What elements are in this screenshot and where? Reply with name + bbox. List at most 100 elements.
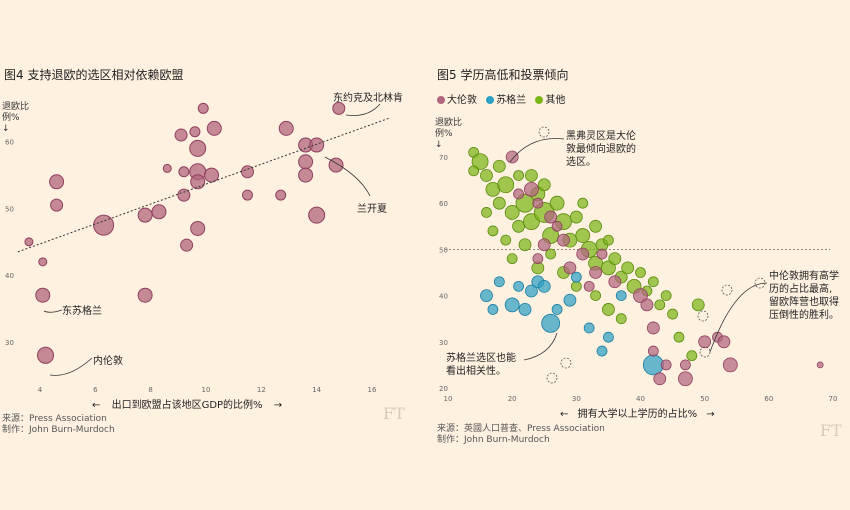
annot-east-yorkshire: 东约克及北林肯	[333, 93, 403, 104]
left-annot-pointer	[43, 309, 63, 313]
other-bubble	[608, 252, 622, 266]
london-bubble	[513, 188, 524, 200]
annot-havering-line3: 选区。	[566, 157, 596, 168]
london-bubble	[537, 238, 551, 252]
left-bubble	[328, 157, 344, 173]
right-x-arrow-left: ←	[560, 409, 569, 420]
right-chart-title: 图5 学历高低和投票倾向	[437, 68, 569, 82]
left-bubble	[137, 207, 153, 223]
london-bubble	[532, 197, 544, 209]
right-credit: 制作：John Burn-Murdoch	[437, 435, 550, 445]
other-bubble	[492, 159, 506, 173]
other-bubble	[525, 169, 538, 182]
annot-central-london-line1: 中伦敦拥有高学	[769, 271, 839, 282]
other-bubble	[518, 238, 532, 252]
other-bubble	[601, 260, 616, 276]
scotland-bubble	[504, 297, 520, 313]
left-bubble	[93, 214, 115, 236]
left-annot-pointer	[345, 103, 381, 116]
right-y-tick-label: 30	[439, 339, 448, 347]
left-bubble	[309, 137, 325, 153]
scotland-bubble	[493, 276, 505, 288]
left-y-tick-label: 30	[5, 339, 14, 347]
other-bubble	[673, 331, 685, 343]
other-bubble	[570, 280, 582, 292]
other-bubble	[589, 219, 602, 233]
london-bubble	[608, 275, 622, 289]
london-bubble	[653, 372, 667, 386]
left-y-label-line2: 例%	[2, 113, 20, 123]
left-credit: 制作：John Burn-Murdoch	[2, 425, 115, 435]
scotland-bubble	[615, 290, 627, 302]
annot-lancashire: 兰开夏	[357, 204, 387, 215]
other-bubble	[549, 195, 565, 211]
right-x-axis-label: ← 拥有大学以上学历的占比% →	[560, 405, 715, 420]
left-bubble	[308, 206, 326, 224]
right-annot-pointer	[523, 332, 558, 361]
legend-london-swatch	[437, 96, 445, 104]
left-bubble	[49, 174, 65, 190]
left-bubble	[24, 237, 34, 247]
london-bubble	[647, 345, 659, 357]
london-bubble	[596, 248, 608, 260]
dashed-highlight-ring	[560, 357, 572, 369]
right-y-tick-label: 70	[439, 154, 448, 162]
right-x-tick-label: 60	[764, 395, 773, 403]
dashed-highlight-ring	[721, 284, 733, 296]
right-y-tick-label: 60	[439, 200, 448, 208]
other-bubble	[480, 169, 493, 182]
scotland-bubble	[603, 331, 614, 343]
right-x-label-text: 拥有大学以上学历的占比%	[577, 409, 698, 420]
scotland-bubble	[513, 280, 524, 292]
right-annot-pointer	[509, 138, 565, 163]
other-bubble	[512, 219, 525, 233]
london-bubble	[698, 335, 712, 349]
london-bubble	[678, 371, 693, 387]
london-bubble	[563, 261, 577, 275]
other-bubble	[603, 234, 614, 246]
left-bubble	[151, 204, 167, 220]
other-bubble	[481, 207, 492, 218]
right-x-tick-label: 10	[444, 395, 453, 403]
london-bubble	[680, 359, 691, 371]
other-bubble	[577, 197, 589, 209]
right-legend: 大伦敦 苏格兰 其他	[437, 91, 571, 106]
london-bubble	[722, 357, 738, 373]
other-bubble	[569, 210, 583, 224]
left-x-tick-label: 4	[38, 386, 43, 394]
left-x-tick-label: 12	[257, 386, 266, 394]
left-bubble	[137, 287, 153, 303]
scotland-bubble	[541, 313, 561, 333]
annot-havering-line2: 敦最倾向退欧的	[566, 144, 636, 155]
annot-scotland: 苏格兰选区也能 看出相关性。	[446, 352, 516, 378]
london-bubble	[551, 220, 563, 232]
left-trendline	[17, 117, 389, 253]
left-bubble	[190, 174, 206, 190]
left-y-tick-label: 60	[5, 139, 14, 147]
right-x-arrow-right: →	[706, 409, 715, 420]
annot-central-london-line2: 历的占比最高,	[769, 284, 833, 295]
annot-central-london-line4: 压倒性的胜利。	[769, 310, 839, 321]
left-y-label-line1: 退欧比	[2, 102, 30, 112]
left-source: 来源：Press Association	[2, 414, 107, 424]
other-bubble	[471, 153, 489, 171]
other-bubble	[506, 253, 518, 265]
annot-scotland-line1: 苏格兰选区也能	[446, 353, 516, 364]
left-chart-title: 图4 支持退欧的选区相对依赖欧盟	[4, 68, 184, 82]
annot-east-scotland: 东苏格兰	[62, 306, 102, 317]
right-y-label-line1: 退欧比	[435, 118, 463, 128]
left-x-tick-label: 6	[93, 386, 98, 394]
london-bubble	[633, 288, 648, 304]
right-y-label-line2: 例%	[435, 129, 453, 139]
london-bubble	[524, 181, 539, 197]
other-bubble	[590, 290, 601, 302]
right-x-tick-label: 30	[572, 395, 581, 403]
annot-havering: 黑弗灵区是大伦 敦最倾向退欧的 选区。	[566, 130, 636, 169]
legend-scotland-swatch	[486, 96, 495, 104]
london-bubble	[646, 321, 660, 335]
left-ft-logo: FT	[383, 404, 405, 423]
other-bubble	[667, 308, 678, 320]
other-bubble	[500, 234, 512, 246]
